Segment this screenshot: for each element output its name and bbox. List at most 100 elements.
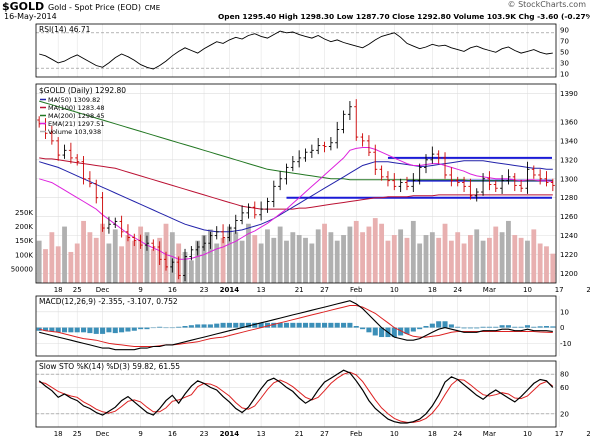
x-tick-label: 27: [320, 430, 329, 438]
macd-histogram-bar: [157, 326, 163, 328]
volume-bar: [347, 226, 353, 283]
volume-bar: [284, 240, 289, 283]
x-tick-label: 9: [138, 286, 142, 294]
x-tick-label: 24: [586, 430, 590, 438]
volume-bar: [119, 246, 125, 283]
volume-bar: [303, 237, 308, 283]
macd-histogram-bar: [366, 327, 372, 333]
x-tick-label: 18: [54, 286, 63, 294]
macd-histogram-bar: [360, 327, 366, 330]
x-tick-label: Dec: [96, 286, 110, 294]
volume-bar: [328, 232, 334, 283]
volume-bar: [195, 240, 201, 283]
ma100-line: [39, 157, 553, 210]
x-tick-label: 10: [390, 430, 399, 438]
macd-histogram-bar: [277, 322, 283, 328]
ema21-line: [39, 147, 553, 260]
macd-histogram-bar: [245, 322, 251, 328]
legend-entry: EMA(21) 1297.51: [48, 120, 104, 128]
x-tick-label: 17: [555, 286, 564, 294]
volume-tick-label: 50000: [11, 265, 33, 273]
macd-histogram-bar: [518, 326, 524, 328]
volume-bar: [448, 240, 454, 283]
volume-bar: [525, 240, 530, 283]
volume-bar: [258, 243, 264, 283]
y-tick-label: 1240: [560, 232, 578, 240]
volume-bar: [461, 243, 467, 283]
macd-histogram-bar: [214, 323, 220, 328]
volume-bar: [188, 260, 194, 283]
volume-bar: [207, 229, 213, 283]
volume-bar: [493, 226, 499, 283]
volume-bar: [150, 249, 156, 283]
x-tick-label: Dec: [96, 430, 110, 438]
macd-histogram-bar: [150, 327, 156, 329]
macd-histogram-bar: [290, 322, 296, 328]
volume-bar: [277, 226, 283, 283]
macd-histogram-bar: [55, 327, 61, 333]
volume-bar: [93, 237, 99, 283]
volume-bar: [480, 240, 486, 283]
macd-histogram-bar: [486, 326, 492, 328]
macd-histogram-bar: [201, 324, 207, 328]
volume-bar: [531, 229, 537, 283]
x-tick-label: 18: [54, 430, 63, 438]
macd-histogram-bar: [195, 324, 201, 328]
legend-entry: MA(200) 1298.45: [48, 112, 104, 120]
volume-bar: [506, 220, 511, 283]
volume-bar: [417, 243, 423, 283]
volume-bar: [315, 229, 321, 283]
volume-bar: [36, 240, 42, 283]
y-tick-label: 10: [560, 308, 569, 316]
symbol-name: Gold - Spot Price (EOD): [48, 3, 141, 12]
macd-histogram-bar: [258, 322, 264, 328]
macd-histogram-bar: [271, 322, 277, 328]
volume-bar: [106, 243, 112, 283]
volume-bar: [442, 223, 448, 283]
macd-histogram-bar: [537, 326, 543, 328]
rsi-frame: [35, 23, 557, 78]
macd-histogram-bar: [474, 327, 480, 329]
y-tick-label: 10: [560, 71, 569, 79]
x-tick-label: Feb: [350, 286, 363, 294]
macd-histogram-bar: [119, 327, 125, 333]
volume-bar: [246, 223, 251, 283]
volume-bar: [487, 237, 492, 283]
macd-line: [39, 300, 553, 351]
macd-histogram-bar: [309, 322, 315, 328]
volume-bar: [366, 226, 372, 283]
volume-bar: [81, 220, 86, 283]
volume-bar: [436, 237, 442, 283]
x-axis-mid: 18 25 Dec 9 16 23 2014 13 21 27 Feb 10 18 24 Mar 10 17 24…: [54, 286, 590, 294]
volume-bar: [474, 229, 480, 283]
x-tick-label: 24: [586, 286, 590, 294]
volume-bar: [265, 229, 270, 283]
macd-histogram-bar: [423, 326, 429, 328]
x-tick-label: 13: [257, 430, 266, 438]
volume-bar: [455, 232, 461, 283]
rsi-title: RSI(14) 46.71: [39, 25, 91, 34]
macd-histogram-bar: [328, 322, 334, 328]
macd-histogram-bar: [499, 325, 505, 328]
macd-histogram-bar: [87, 327, 93, 334]
macd-histogram-bar: [220, 322, 226, 328]
x-tick-label: 27: [320, 286, 329, 294]
x-tick-label: 10: [390, 286, 399, 294]
volume-bar: [322, 223, 327, 283]
x-tick-label: 2014: [220, 286, 240, 294]
volume-bar: [499, 232, 505, 283]
macd-histogram-bar: [322, 322, 328, 328]
rsi-line: [39, 30, 553, 70]
macd-histogram-bar: [125, 327, 131, 332]
macd-histogram-bar: [264, 322, 270, 328]
macd-histogram-bar: [315, 322, 321, 328]
volume-bar: [144, 232, 150, 283]
volume-tick-label: 100K: [15, 251, 33, 259]
volume-bar: [138, 226, 144, 283]
volume-bar: [353, 220, 359, 283]
x-tick-label: 23: [200, 430, 209, 438]
volume-bar: [550, 253, 556, 283]
x-tick-label: 21: [295, 286, 304, 294]
volume-bar: [385, 240, 391, 283]
